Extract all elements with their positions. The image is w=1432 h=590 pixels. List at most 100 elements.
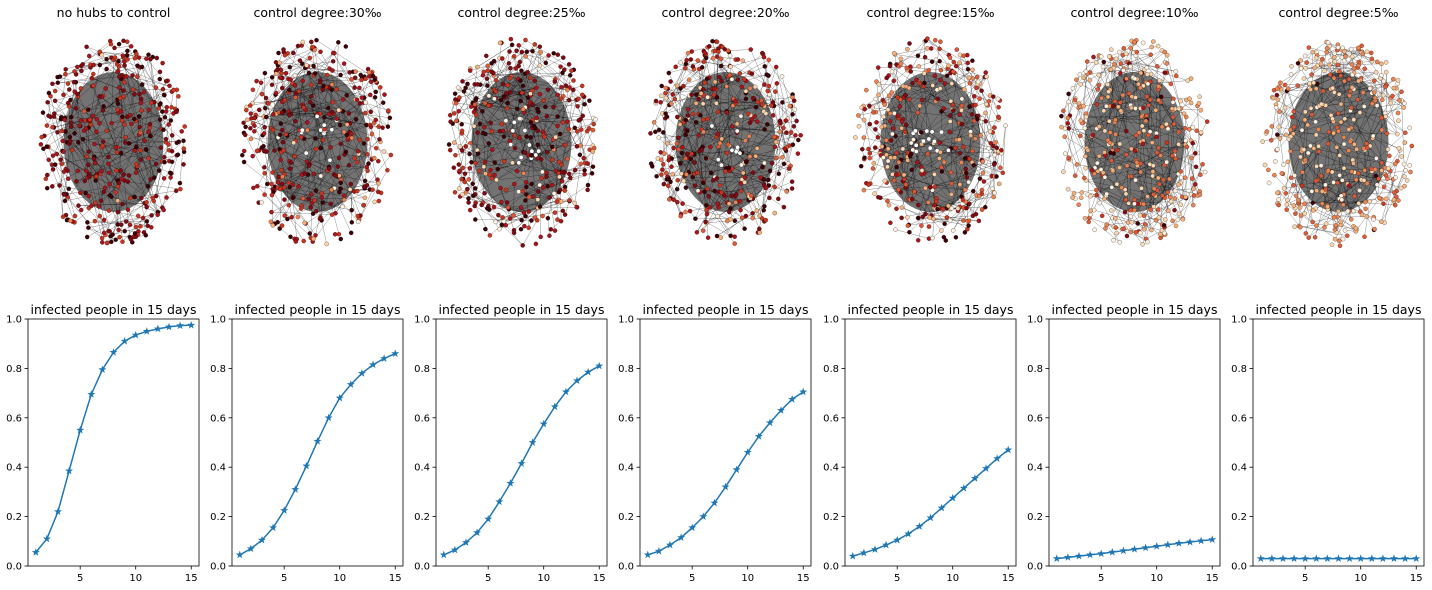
- data-point: [291, 485, 300, 493]
- data-point: [788, 395, 797, 403]
- data-point: [1401, 554, 1410, 562]
- y-tick-label: 0.4: [618, 463, 634, 474]
- y-tick-label: 0.6: [414, 413, 430, 424]
- data-point: [710, 498, 719, 507]
- data-point: [335, 393, 344, 402]
- data-point: [246, 544, 255, 553]
- network-title: control degree:30‰: [254, 5, 382, 20]
- y-tick-label: 0.8: [1027, 364, 1043, 375]
- data-point: [743, 448, 752, 456]
- network-panel-6: control degree:10‰: [1059, 5, 1210, 247]
- x-tick-label: 15: [593, 573, 606, 584]
- y-tick-label: 1.0: [1027, 315, 1043, 326]
- data-point: [269, 523, 278, 532]
- y-tick-label: 0.4: [6, 463, 22, 474]
- data-point: [391, 349, 400, 357]
- data-point: [324, 413, 333, 422]
- y-tick-label: 0.6: [618, 413, 634, 424]
- data-point: [777, 406, 786, 414]
- data-point: [473, 528, 482, 537]
- network-panel-5: control degree:15‰: [853, 5, 1008, 243]
- data-point: [1334, 554, 1343, 562]
- data-point: [461, 538, 470, 546]
- data-point: [1345, 554, 1354, 562]
- network-core: [675, 72, 776, 212]
- data-point: [1152, 542, 1161, 550]
- data-point: [1004, 445, 1013, 454]
- network-core: [880, 72, 981, 212]
- x-tick-label: 10: [333, 573, 346, 584]
- data-point: [42, 534, 51, 543]
- data-point: [380, 354, 389, 362]
- data-point: [1052, 554, 1061, 562]
- data-point: [859, 548, 868, 557]
- y-tick-label: 0.2: [823, 512, 839, 523]
- y-tick-label: 0.8: [210, 364, 226, 375]
- data-point: [1301, 554, 1310, 562]
- data-point: [1312, 554, 1321, 562]
- y-tick-label: 1.0: [6, 315, 22, 326]
- y-tick-label: 0.6: [6, 413, 22, 424]
- data-point: [959, 484, 968, 492]
- data-point: [1130, 545, 1139, 553]
- data-point: [1108, 547, 1117, 556]
- y-tick-label: 0.0: [210, 562, 226, 573]
- data-point: [131, 330, 140, 339]
- network-panel-4: control degree:20‰: [648, 5, 803, 246]
- x-tick-label: 10: [741, 573, 754, 584]
- chart-panel-1: infected people in 15 days 0.0 0.2 0.4 0.6 0.…: [6, 302, 200, 584]
- data-point: [1141, 543, 1150, 552]
- network-title: control degree:15‰: [867, 5, 995, 20]
- network-nodes: [446, 36, 598, 248]
- data-point: [1256, 554, 1265, 562]
- data-point: [506, 479, 515, 487]
- data-point: [595, 361, 604, 370]
- data-point: [550, 402, 559, 411]
- x-tick-label: 10: [129, 573, 142, 584]
- y-tick-label: 0.8: [618, 364, 634, 375]
- data-point: [699, 512, 708, 520]
- x-tick-label: 15: [1410, 573, 1423, 584]
- data-point: [926, 513, 935, 522]
- network-title: control degree:10‰: [1071, 5, 1199, 20]
- data-point: [721, 482, 730, 491]
- x-tick-label: 15: [797, 573, 810, 584]
- data-point: [313, 437, 322, 445]
- plot-frame: [639, 318, 812, 567]
- network-title: control degree:20‰: [662, 5, 790, 20]
- network-nodes: [853, 36, 1008, 243]
- chart-title: infected people in 15 days: [235, 302, 401, 317]
- network-title: no hubs to control: [57, 5, 171, 20]
- y-tick-label: 0.8: [823, 364, 839, 375]
- plot-frame: [27, 318, 200, 567]
- data-point: [1278, 554, 1287, 562]
- chart-title: infected people in 15 days: [31, 302, 197, 317]
- data-point: [1119, 546, 1128, 555]
- chart-panel-4: infected people in 15 days 0.0 0.2 0.4 0.6 0.…: [618, 302, 812, 584]
- y-tick-label: 0.0: [1231, 562, 1247, 573]
- y-tick-label: 0.2: [618, 512, 634, 523]
- data-point: [893, 535, 902, 544]
- plot-frame: [1252, 318, 1425, 567]
- data-point: [76, 425, 85, 434]
- plot-frame: [844, 318, 1017, 567]
- data-point: [1163, 540, 1172, 549]
- data-point: [654, 546, 663, 555]
- data-point: [153, 324, 162, 333]
- data-point: [1097, 549, 1106, 558]
- y-tick-label: 1.0: [1231, 315, 1247, 326]
- data-point: [280, 506, 289, 514]
- y-tick-label: 0.4: [210, 463, 226, 474]
- data-point: [187, 320, 196, 329]
- data-point: [1267, 554, 1276, 562]
- data-point: [1367, 554, 1376, 562]
- y-tick-label: 0.2: [6, 512, 22, 523]
- data-point: [799, 387, 808, 396]
- chart-title: infected people in 15 days: [439, 302, 605, 317]
- y-tick-label: 0.2: [1027, 512, 1043, 523]
- data-point: [346, 380, 355, 388]
- y-tick-label: 1.0: [210, 315, 226, 326]
- data-point: [848, 551, 857, 560]
- y-tick-label: 0.0: [823, 562, 839, 573]
